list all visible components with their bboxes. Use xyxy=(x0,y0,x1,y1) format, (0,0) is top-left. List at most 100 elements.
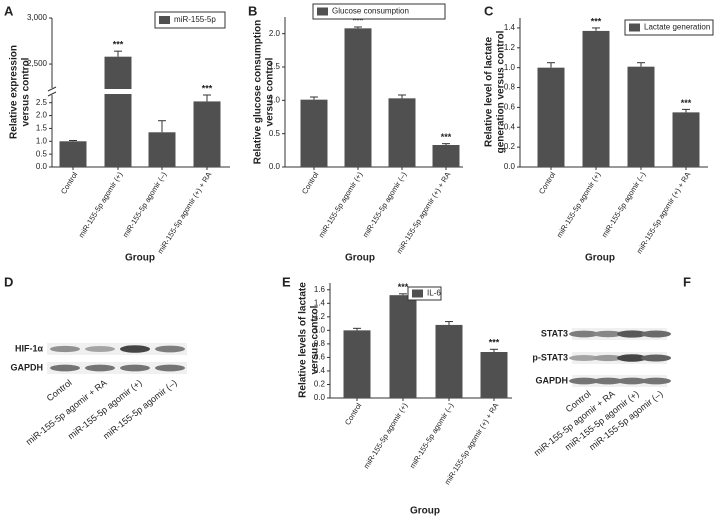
y-tick-label: 0.2 xyxy=(504,142,516,151)
y-tick-label: 0.0 xyxy=(269,162,281,171)
legend-box xyxy=(154,11,226,29)
y-axis-label: versus control xyxy=(265,57,276,126)
y-tick-label: 0.2 xyxy=(314,380,326,389)
legend-swatch xyxy=(317,7,328,16)
x-tick-label: miR-155-5p agomir (+) xyxy=(77,170,125,239)
panel-letter: D xyxy=(4,274,13,289)
y-axis-label: Relative glucose consumption xyxy=(253,20,264,164)
y-axis-label: generation versus control xyxy=(496,30,507,153)
significance: *** xyxy=(441,132,452,142)
blot-band xyxy=(617,377,647,385)
y-axis-label: versus control xyxy=(310,305,321,374)
x-axis-label: Group xyxy=(345,253,375,264)
bar xyxy=(344,28,372,168)
y-axis-label: Relative levels of lactate xyxy=(298,282,309,398)
blot-band xyxy=(50,345,80,353)
bar-break-gap xyxy=(104,89,132,94)
blot-band xyxy=(569,330,599,338)
x-tick-label: Control xyxy=(300,170,321,196)
bar xyxy=(388,98,416,167)
blot-row-label: p-STAT3 xyxy=(532,352,568,362)
blot-band xyxy=(155,345,185,353)
blot-band xyxy=(120,364,150,372)
blot-band xyxy=(569,377,599,385)
x-tick-label: miR-155-5p agomir (–) xyxy=(408,401,456,470)
blot-band xyxy=(641,354,671,362)
bar xyxy=(480,352,508,398)
y-tick-label: 2.0 xyxy=(36,111,48,120)
y-axis-label: versus control xyxy=(21,57,32,126)
blot-row-label: GAPDH xyxy=(10,362,43,372)
x-tick-label: miR-155-5p agomir (–) xyxy=(600,170,648,239)
panel-letter: E xyxy=(282,274,291,289)
y-tick-label: 1.0 xyxy=(36,136,48,145)
blot-band xyxy=(593,377,623,385)
legend-box xyxy=(624,19,714,36)
y-tick-label: 0.4 xyxy=(314,366,326,375)
bar xyxy=(537,67,565,167)
y-tick-label: 2.5 xyxy=(36,98,48,107)
y-tick-label: 0.5 xyxy=(269,129,281,138)
x-axis-label: Group xyxy=(125,253,155,264)
y-tick-label: 3,000 xyxy=(27,13,48,22)
significance: *** xyxy=(398,282,409,292)
blot-row-label: GAPDH xyxy=(535,375,568,385)
blot-strip xyxy=(47,362,187,374)
bar xyxy=(432,145,460,167)
legend-label: Glucose consumption xyxy=(332,7,409,16)
y-tick-label: 0.0 xyxy=(314,393,326,402)
blot-strip xyxy=(47,343,187,355)
x-tick-label: Control xyxy=(59,170,80,196)
significance: *** xyxy=(353,15,364,25)
blot-row-label: STAT3 xyxy=(541,328,568,338)
blot-band xyxy=(85,364,115,372)
legend-swatch xyxy=(412,289,423,298)
x-axis-label: Group xyxy=(410,506,440,517)
x-tick-label: Control xyxy=(537,170,558,196)
y-tick-label: 1.4 xyxy=(504,23,516,32)
legend-swatch xyxy=(629,23,640,32)
lane-label: Control xyxy=(45,378,74,404)
y-tick-label: 0.8 xyxy=(504,83,516,92)
y-tick-label: 0.0 xyxy=(36,162,48,171)
y-tick-label: 0.8 xyxy=(314,339,326,348)
axis-break xyxy=(47,86,57,92)
x-axis-label: Group xyxy=(585,253,615,264)
significance: *** xyxy=(202,83,213,93)
blot-band xyxy=(617,330,647,338)
significance: *** xyxy=(489,338,500,348)
panel-letter: B xyxy=(248,3,257,18)
x-tick-label: Control xyxy=(343,401,364,427)
y-tick-label: 2.0 xyxy=(269,29,281,38)
bar xyxy=(104,56,132,167)
significance: *** xyxy=(591,16,602,26)
bar xyxy=(582,30,610,168)
significance: *** xyxy=(681,98,692,108)
y-tick-label: 1.5 xyxy=(36,124,48,133)
x-tick-label: miR-155-5p agomir (+) xyxy=(362,401,410,470)
y-tick-label: 0.0 xyxy=(504,162,516,171)
x-tick-label: miR-155-5p agomir (+) xyxy=(317,170,365,239)
blot-band xyxy=(593,330,623,338)
y-tick-label: 2,500 xyxy=(27,59,48,68)
x-tick-label: miR-155-5p agomir (–) xyxy=(121,170,169,239)
y-tick-label: 1.5 xyxy=(269,62,281,71)
y-tick-label: 1.0 xyxy=(269,95,281,104)
bar xyxy=(672,112,700,167)
y-axis-label: Relative level of lactate xyxy=(484,37,495,147)
blot-band xyxy=(641,330,671,338)
y-tick-label: 1.0 xyxy=(314,325,326,334)
blot-band xyxy=(641,377,671,385)
legend-label: Lactate generation xyxy=(644,23,710,32)
panel-letter: C xyxy=(484,3,494,18)
y-tick-label: 1.6 xyxy=(314,285,326,294)
blot-band xyxy=(155,364,185,372)
y-tick-label: 0.4 xyxy=(504,122,516,131)
bar xyxy=(343,330,371,398)
axis-break xyxy=(47,91,57,97)
y-tick-label: 1.2 xyxy=(504,43,516,52)
legend-swatch xyxy=(159,16,170,24)
x-tick-label: miR-155-5p agomir (+) xyxy=(555,170,603,239)
y-axis-label: Relative expression xyxy=(9,45,20,139)
